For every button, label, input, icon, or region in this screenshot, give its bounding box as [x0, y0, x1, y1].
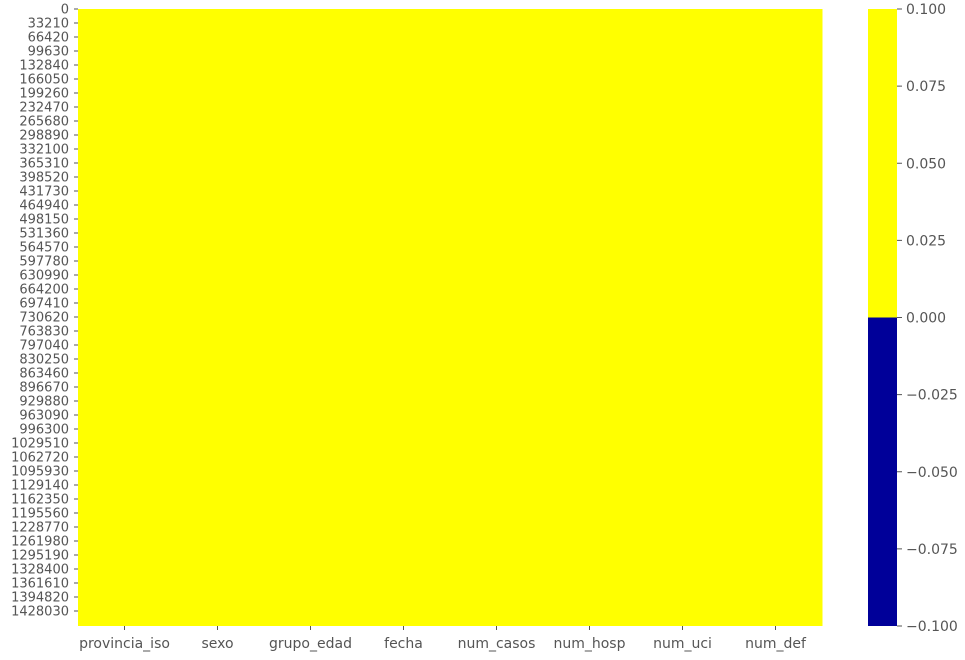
- row-tick-label: 1261980: [11, 535, 69, 550]
- column-tick-label: provincia_iso: [79, 636, 170, 652]
- row-tick-label: 365310: [19, 157, 69, 172]
- colorbar-tick-label: 0.000: [906, 311, 946, 327]
- row-tick-label: 166050: [19, 73, 69, 88]
- colorbar-tick-label: −0.025: [906, 388, 958, 404]
- column-tick-label: sexo: [201, 636, 233, 652]
- colorbar-tick-label: 0.075: [906, 79, 946, 95]
- row-tick-label: 398520: [19, 171, 69, 186]
- heatmap-column-fecha: [357, 9, 451, 626]
- column-tick-label: num_uci: [653, 636, 712, 652]
- column-tick-label: num_def: [745, 636, 807, 652]
- colorbar-tick-label: −0.075: [906, 542, 958, 558]
- row-tick-labels: 0332106642099630132840166050199260232470…: [11, 3, 78, 620]
- row-tick-label: 863460: [19, 367, 69, 382]
- row-tick-label: 1295190: [11, 549, 69, 564]
- row-tick-label: 0: [61, 3, 69, 18]
- colorbar-segment-missing: [868, 9, 897, 318]
- row-tick-label: 33210: [28, 17, 69, 32]
- heatmap-column-num_def: [729, 9, 823, 626]
- column-tick-label: grupo_edad: [269, 636, 352, 652]
- heatmap-column-num_uci: [636, 9, 730, 626]
- colorbar-tick-label: 0.050: [906, 156, 946, 172]
- row-tick-label: 1361610: [11, 577, 69, 592]
- row-tick-label: 996300: [19, 423, 69, 438]
- row-tick-label: 797040: [19, 339, 69, 354]
- row-tick-label: 1228770: [11, 521, 69, 536]
- row-tick-label: 531360: [19, 227, 69, 242]
- row-tick-label: 431730: [19, 185, 69, 200]
- column-tick-label: fecha: [384, 636, 423, 652]
- heatmap-column-num_hosp: [543, 9, 637, 626]
- row-tick-label: 1095930: [11, 465, 69, 480]
- row-tick-label: 830250: [19, 353, 69, 368]
- row-tick-label: 1394820: [11, 591, 69, 606]
- row-tick-label: 597780: [19, 255, 69, 270]
- heatmap-column-provincia_iso: [78, 9, 172, 626]
- row-tick-label: 564570: [19, 241, 69, 256]
- row-tick-label: 1162350: [11, 493, 69, 508]
- row-tick-label: 730620: [19, 311, 69, 326]
- row-tick-label: 1129140: [11, 479, 69, 494]
- row-tick-label: 896670: [19, 381, 69, 396]
- row-tick-label: 1062720: [11, 451, 69, 466]
- column-tick-label: num_hosp: [553, 636, 625, 652]
- colorbar-segment-present: [868, 317, 897, 626]
- column-tick-label: num_casos: [458, 636, 536, 652]
- row-tick-label: 929880: [19, 395, 69, 410]
- row-tick-label: 232470: [19, 101, 69, 116]
- row-tick-label: 265680: [19, 115, 69, 130]
- colorbar-tick-label: 0.100: [906, 2, 946, 18]
- row-tick-label: 1029510: [11, 437, 69, 452]
- row-tick-label: 498150: [19, 213, 69, 228]
- colorbar-tick-label: −0.100: [906, 619, 958, 635]
- row-tick-label: 763830: [19, 325, 69, 340]
- row-tick-label: 1428030: [11, 605, 69, 620]
- row-tick-label: 697410: [19, 297, 69, 312]
- row-tick-label: 630990: [19, 269, 69, 284]
- row-tick-label: 664200: [19, 283, 69, 298]
- heatmap-cells: [78, 9, 823, 626]
- colorbar-tick-label: 0.025: [906, 233, 946, 249]
- row-tick-label: 464940: [19, 199, 69, 214]
- heatmap-column-sexo: [171, 9, 265, 626]
- row-tick-label: 199260: [19, 87, 69, 102]
- row-tick-label: 99630: [28, 45, 69, 60]
- row-tick-label: 1195560: [11, 507, 69, 522]
- row-tick-label: 963090: [19, 409, 69, 424]
- row-tick-label: 332100: [19, 143, 69, 158]
- colorbar: 0.100 0.075 0.050 0.025 0.000 −0.025 −0.050 −0.…: [868, 2, 958, 635]
- row-tick-label: 132840: [19, 59, 69, 74]
- row-tick-label: 1328400: [11, 563, 69, 578]
- heatmap-column-num_casos: [450, 9, 544, 626]
- colorbar-tick-label: −0.050: [906, 465, 958, 481]
- column-tick-labels: provincia_iso sexo grupo_edad fecha num_caso…: [79, 626, 807, 652]
- row-tick-label: 66420: [28, 31, 69, 46]
- row-tick-label: 298890: [19, 129, 69, 144]
- heatmap-column-grupo_edad: [264, 9, 358, 626]
